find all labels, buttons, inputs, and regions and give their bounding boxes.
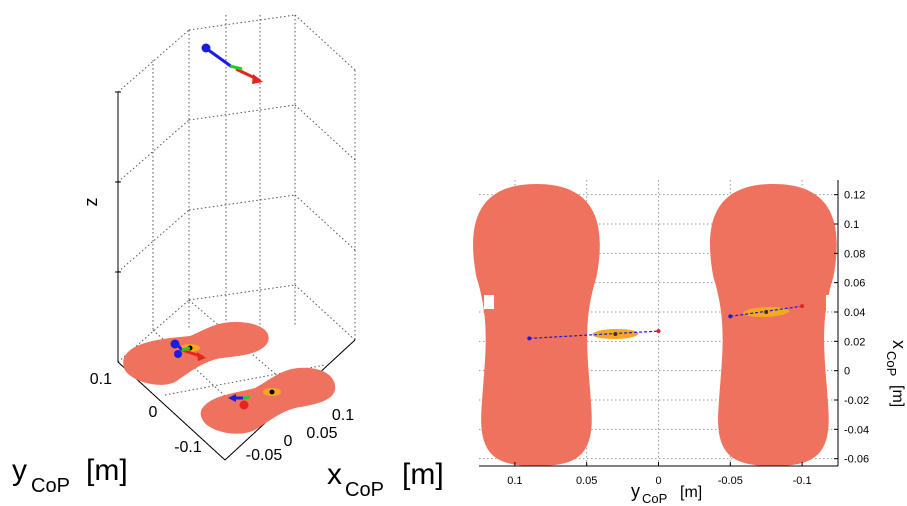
foot-topview: [710, 184, 837, 466]
cop-end-point: [656, 329, 661, 334]
svg-text:[m]: [m]: [889, 385, 906, 407]
zlabel-3d: z: [81, 198, 101, 207]
y-tick-label: 0: [844, 366, 850, 378]
foot-topview: [473, 184, 600, 466]
feet-topview: [473, 184, 837, 466]
tick3d-y-0: 0.1: [90, 371, 112, 388]
y-tick-label: -0.04: [844, 424, 869, 436]
cop-center-point: [613, 332, 618, 336]
y-tick-label: 0.04: [844, 307, 865, 319]
cop-paths-topview: [527, 304, 805, 341]
cop-center-point: [764, 310, 769, 314]
xticks-topview: 0.1 0.05 0 -0.05 -0.1: [507, 462, 812, 487]
foot-right-3d: [200, 367, 336, 434]
y-tick-label: -0.02: [844, 395, 869, 407]
tick3d-x-3: -0.05: [246, 447, 283, 464]
cop-start-point: [728, 314, 733, 319]
ylabel-topview: x CoP [m]: [884, 340, 907, 407]
svg-text:y: y: [12, 454, 27, 487]
y-tick-label: 0.1: [844, 219, 859, 231]
tick3d-y-2: -0.1: [174, 439, 202, 456]
frame-floating-3d: [201, 43, 263, 84]
frame-right-3d: [228, 394, 251, 410]
y-tick-label: -0.06: [844, 454, 869, 466]
svg-text:[m]: [m]: [402, 458, 444, 491]
cop-start-point: [527, 336, 532, 341]
foot-notch: [826, 295, 836, 309]
svg-text:[m]: [m]: [86, 454, 128, 487]
tick3d-x-2: 0: [284, 433, 293, 450]
y-tick-label: 0.08: [844, 248, 865, 260]
plot-topview: 0.1 0.05 0 -0.05 -0.1 0.12 0.1 0.08 0.06 0.04 0.0…: [473, 180, 907, 506]
svg-text:CoP: CoP: [345, 479, 384, 501]
x-tick-label: -0.05: [718, 475, 743, 487]
y-tick-label: 0.06: [844, 278, 865, 290]
svg-text:y: y: [631, 481, 640, 501]
frame-left-3d: [170, 339, 206, 361]
x-tick-label: -0.1: [793, 475, 812, 487]
xlabel-3d: x CoP [m]: [327, 458, 444, 501]
x-tick-label: 0.1: [507, 475, 522, 487]
plot3d: 0.1 0 -0.1 0.1 0.05 0 -0.05 z y CoP [m] …: [12, 14, 444, 501]
cop-end-point: [800, 304, 805, 309]
tick3d-x-1: 0.05: [306, 425, 337, 442]
cop-path: [529, 330, 659, 339]
tick3d-x-0: 0.1: [332, 407, 354, 424]
y-tick-label: 0.12: [844, 190, 865, 202]
tick3d-y-1: 0: [149, 404, 158, 421]
svg-text:CoP: CoP: [642, 491, 667, 506]
x-tick-label: 0.05: [576, 475, 597, 487]
x-tick-label: 0: [655, 475, 661, 487]
y-tick-label: 0.02: [844, 336, 865, 348]
yticks-topview: 0.12 0.1 0.08 0.06 0.04 0.02 0 -0.02 -0.04 -0.06: [834, 190, 869, 466]
xlabel-topview: y CoP [m]: [631, 481, 702, 506]
foot-notch: [484, 295, 494, 309]
svg-text:CoP: CoP: [31, 475, 70, 497]
svg-text:[m]: [m]: [680, 484, 702, 501]
ylabel-3d: y CoP [m]: [12, 454, 128, 497]
svg-text:x: x: [327, 458, 342, 491]
svg-text:x: x: [889, 340, 907, 349]
svg-text:CoP: CoP: [884, 351, 899, 376]
